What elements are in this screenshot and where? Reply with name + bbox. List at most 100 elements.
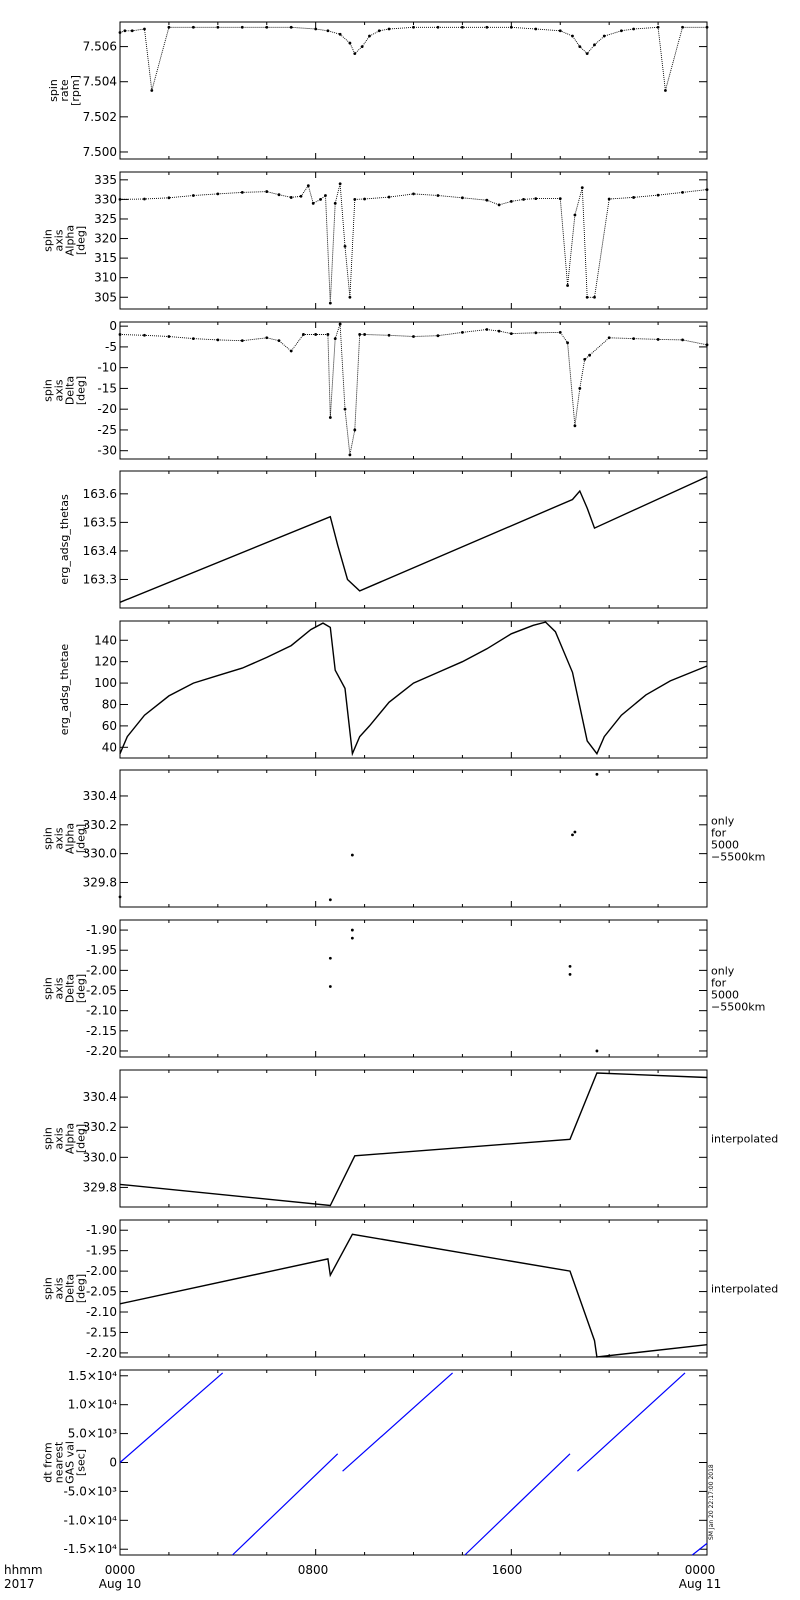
- data-point: [509, 25, 513, 29]
- data-point: [534, 331, 538, 335]
- data-point: [568, 964, 572, 968]
- data-point: [328, 956, 332, 960]
- data-point: [328, 416, 332, 419]
- data-point: [350, 853, 354, 857]
- y-axis-label: erg_adsg_thetas: [58, 494, 71, 585]
- y-tick-label: 5.0×10³: [68, 1427, 117, 1441]
- data-point: [573, 830, 577, 834]
- y-tick-label: 310: [94, 271, 117, 285]
- y-tick-label: 7.506: [83, 40, 117, 54]
- data-point: [348, 453, 352, 457]
- y-axis-label: axis: [53, 379, 66, 401]
- data-point: [277, 193, 281, 197]
- panel-frame: [119, 470, 708, 609]
- y-tick-label: 330.0: [83, 1150, 117, 1164]
- y-tick-label: 320: [94, 232, 117, 246]
- y-axis-label: GAS val: [64, 1441, 77, 1484]
- y-tick-label: -2.15: [86, 1024, 117, 1038]
- y-tick-label: 120: [94, 655, 117, 669]
- data-point: [191, 337, 195, 341]
- panel-frame: [119, 21, 708, 160]
- data-point: [377, 29, 381, 33]
- y-tick-label: -1.95: [86, 943, 117, 957]
- data-line: [464, 1453, 571, 1556]
- y-tick-label: -5: [105, 340, 117, 354]
- y-tick-label: -1.90: [86, 1223, 117, 1237]
- data-point: [656, 193, 660, 197]
- y-axis-label: axis: [53, 1277, 66, 1299]
- y-tick-label: 80: [102, 697, 117, 711]
- y-tick-label: -15: [97, 381, 117, 395]
- y-axis-label: rate: [58, 79, 71, 102]
- y-tick-label: 330.2: [83, 818, 117, 832]
- data-point: [485, 328, 489, 331]
- y-tick-label: -2.10: [86, 1004, 117, 1018]
- data-point: [568, 972, 572, 976]
- y-tick-label: -1.5×10⁴: [63, 1542, 117, 1556]
- data-point: [240, 25, 244, 29]
- y-axis-label: axis: [53, 827, 66, 849]
- data-point: [534, 27, 538, 31]
- y-tick-label: -5.0×10³: [63, 1484, 117, 1498]
- data-point: [558, 197, 562, 201]
- panel-frame: [119, 1069, 708, 1208]
- data-point: [191, 194, 195, 197]
- data-point: [363, 333, 366, 336]
- data-point: [571, 833, 574, 837]
- y-tick-label: 7.500: [83, 145, 117, 159]
- panels: 7.5007.5027.5047.506spinrate[rpm]3053103…: [42, 21, 778, 1556]
- y-tick-label: 1.5×10⁴: [68, 1369, 117, 1383]
- panel-note: 5000: [711, 989, 739, 1002]
- data-point: [681, 190, 684, 194]
- data-point: [328, 985, 332, 988]
- y-axis-label: [deg]: [75, 1124, 88, 1153]
- panel-frame: [119, 620, 708, 759]
- y-axis-label: Alpha: [64, 225, 77, 256]
- y-tick-label: 140: [94, 633, 117, 647]
- y-axis-label: spin: [42, 1127, 55, 1150]
- data-point: [338, 182, 342, 186]
- panel-4: 163.3 163.4 163.5 163.6 erg_adsg_thetas: [58, 470, 708, 609]
- y-axis-label: spin: [42, 1277, 55, 1300]
- y-tick-label: 1.0×10⁴: [68, 1398, 117, 1412]
- data-point: [328, 301, 332, 305]
- time-axis-label-hhmm: hhmm: [4, 1563, 43, 1577]
- y-axis-label: Delta: [64, 974, 77, 1003]
- y-tick-label: 100: [94, 676, 117, 690]
- y-axis-label: Alpha: [64, 823, 77, 854]
- data-point: [350, 928, 354, 932]
- y-axis-label: spin: [42, 827, 55, 850]
- y-tick-label: -25: [97, 423, 117, 437]
- data-line: [232, 1453, 339, 1556]
- y-axis-label: [deg]: [75, 1274, 88, 1303]
- data-line: [576, 1372, 686, 1472]
- data-line: [119, 1233, 708, 1358]
- panel-5: 40 60 80 100 120 140 erg_adsg_thetae: [58, 620, 708, 759]
- y-tick-label: -2.05: [86, 984, 117, 998]
- y-tick-label: -2.10: [86, 1305, 117, 1319]
- data-point: [578, 387, 582, 390]
- panel-frame: [119, 769, 708, 908]
- data-point: [314, 27, 318, 31]
- panel-note: only: [711, 815, 735, 828]
- data-point: [461, 196, 464, 200]
- y-axis-label: [sec]: [75, 1449, 88, 1476]
- time-tick-0000: 0000: [105, 1563, 136, 1577]
- y-tick-label: 0: [109, 319, 117, 333]
- data-point: [265, 190, 269, 193]
- data-point: [326, 29, 330, 33]
- data-point: [573, 424, 577, 428]
- data-point: [595, 1049, 599, 1053]
- data-line: [119, 1072, 708, 1207]
- y-tick-label: 330: [94, 192, 117, 206]
- y-tick-label: 60: [102, 719, 117, 733]
- panel-10: 1.5×10⁴ 1.0×10⁴ 5.0×10³ 0 -5.0×10³ -1.0×10⁴ -1…: [42, 1369, 708, 1556]
- y-axis-label: axis: [53, 229, 66, 251]
- y-tick-label: 0: [109, 1456, 117, 1470]
- y-tick-label: -10: [97, 361, 117, 375]
- data-point: [580, 186, 584, 190]
- y-tick-label: -2.00: [86, 1264, 117, 1278]
- data-trace: [119, 26, 707, 91]
- y-axis-label: [rpm]: [69, 75, 82, 106]
